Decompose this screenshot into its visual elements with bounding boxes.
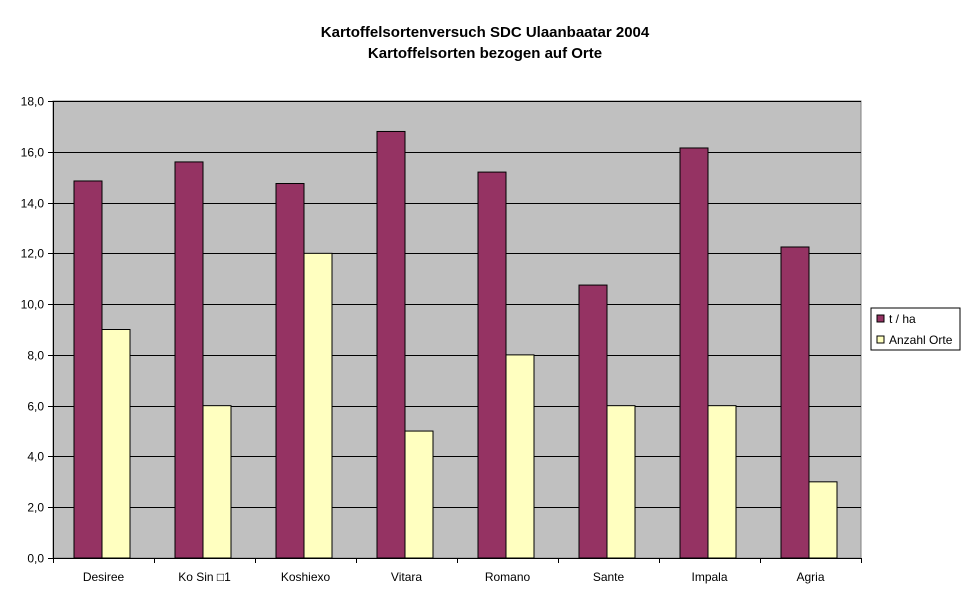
y-tick-label: 18,0 — [21, 95, 45, 109]
category-label: Ko Sin □1 — [178, 570, 231, 584]
bar-anzahl-orte-4 — [505, 354, 535, 559]
y-axis: 0,0 2,0 4,0 6,0 8,0 10,0 12,0 14,0 16,0 18,0 — [21, 95, 54, 566]
y-tick-label: 6,0 — [27, 400, 44, 414]
category-label: Desiree — [83, 570, 125, 584]
chart-title: Kartoffelsortenversuch SDC Ulaanbaatar 2… — [321, 24, 650, 41]
legend-box — [870, 307, 961, 351]
bar-tha-6 — [679, 147, 709, 559]
x-axis: Desiree Ko Sin □1 Koshiexo Vitara Romano Sant… — [53, 558, 862, 584]
y-tick-label: 10,0 — [21, 298, 45, 312]
category-label: Agria — [796, 570, 824, 584]
legend-label-tha: t / ha — [889, 312, 916, 326]
y-tick-label: 16,0 — [21, 146, 45, 160]
legend: t / ha Anzahl Orte — [870, 307, 961, 351]
bar-tha-3 — [376, 130, 406, 559]
chart-subtitle: Kartoffelsorten bezogen auf Orte — [368, 45, 602, 62]
bar-tha-1 — [174, 161, 204, 559]
category-label: Impala — [691, 570, 727, 584]
legend-swatch-tha — [876, 314, 885, 323]
y-tick-label: 0,0 — [27, 552, 44, 566]
bar-anzahl-orte-1 — [202, 405, 232, 559]
bar-anzahl-orte-2 — [303, 252, 333, 559]
bar-tha-0 — [73, 180, 103, 559]
category-label: Vitara — [391, 570, 422, 584]
bar-anzahl-orte-6 — [707, 405, 737, 559]
y-tick-label: 2,0 — [27, 501, 44, 515]
bar-anzahl-orte-0 — [101, 329, 131, 559]
plot-area — [52, 100, 862, 559]
bar-anzahl-orte-7 — [808, 481, 838, 559]
category-label: Koshiexo — [281, 570, 331, 584]
category-label: Romano — [485, 570, 531, 584]
bar-anzahl-orte-5 — [606, 405, 636, 559]
bar-anzahl-orte-3 — [404, 430, 434, 559]
category-label: Sante — [593, 570, 625, 584]
legend-label-anzahl-orte: Anzahl Orte — [889, 333, 953, 347]
bar-tha-5 — [578, 284, 608, 559]
y-tick-label: 12,0 — [21, 247, 45, 261]
bar-tha-2 — [275, 183, 305, 559]
legend-swatch-anzahl-orte — [876, 335, 885, 344]
bar-tha-4 — [477, 171, 507, 559]
bar-tha-7 — [780, 246, 810, 559]
y-tick-label: 8,0 — [27, 349, 44, 363]
bars — [73, 130, 838, 559]
y-tick-label: 14,0 — [21, 197, 45, 211]
y-tick-label: 4,0 — [27, 450, 44, 464]
